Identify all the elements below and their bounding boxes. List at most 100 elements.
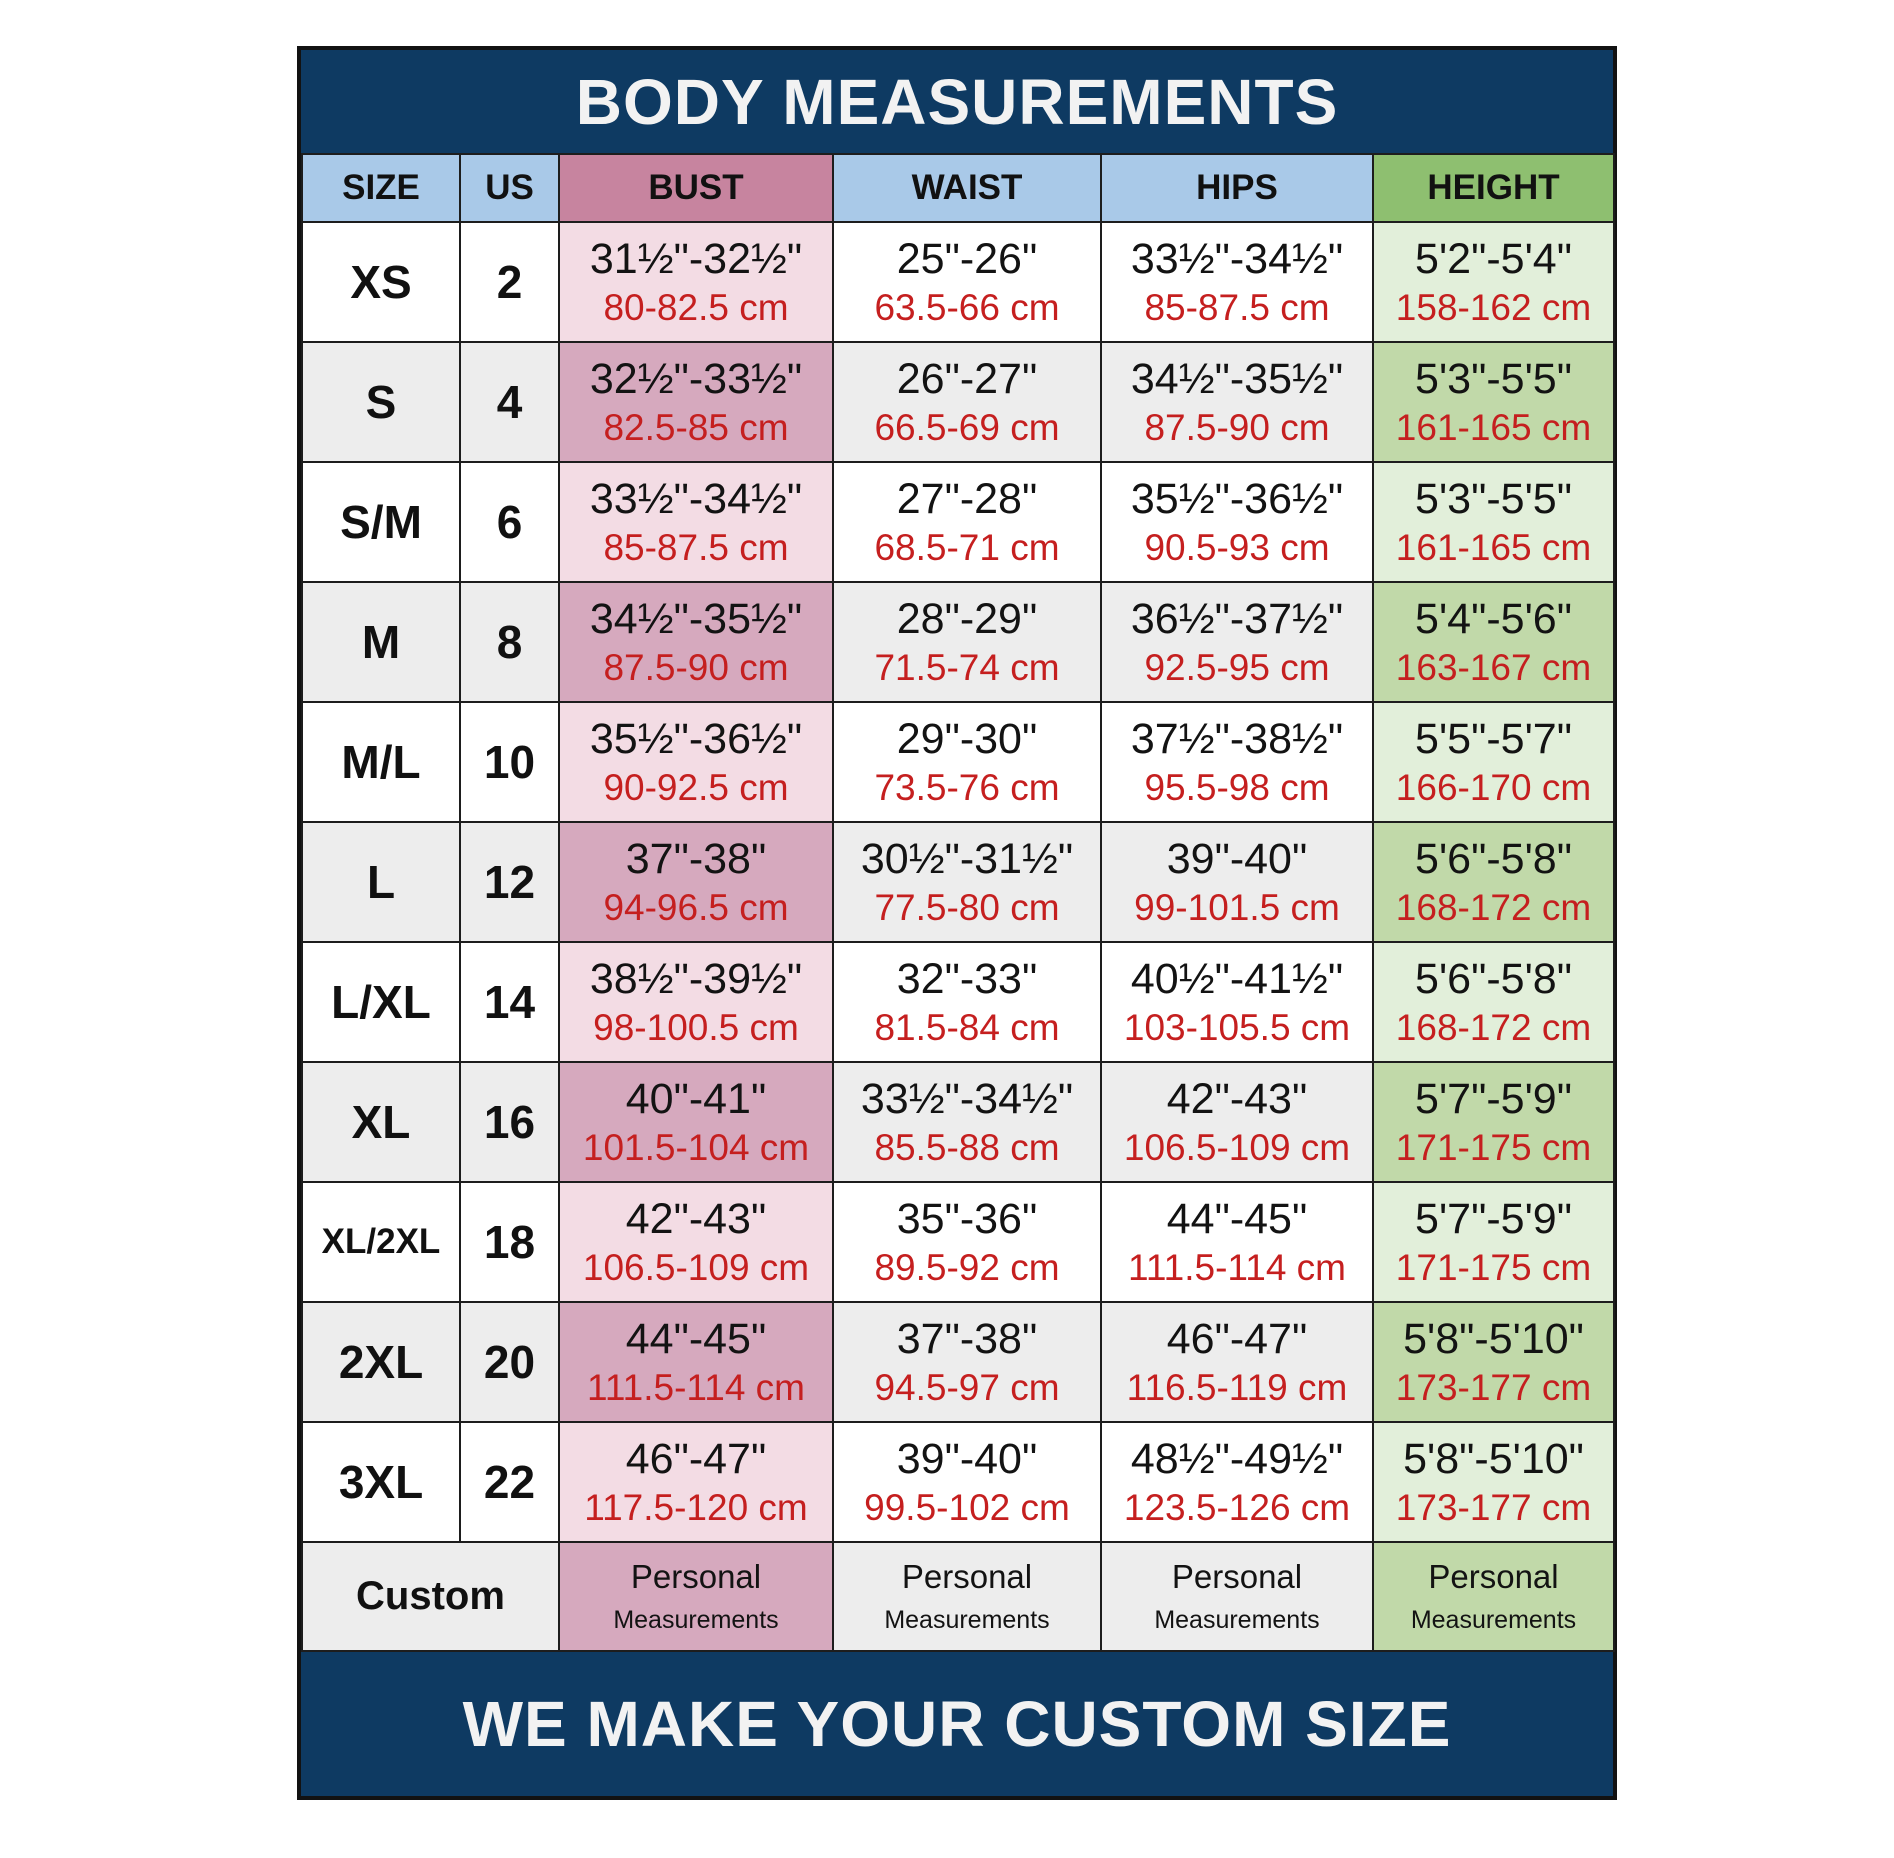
waist-cm: 94.5-97 cm bbox=[874, 1367, 1060, 1409]
bust-inches: 40"-41" bbox=[625, 1074, 767, 1123]
height-cell: 5'6"-5'8" 168-172 cm bbox=[1372, 941, 1615, 1063]
table-row: 2XL 20 44"-45" 111.5-114 cm 37"-38" 94.5… bbox=[301, 1301, 1615, 1423]
waist-inches: 28"-29" bbox=[896, 594, 1038, 643]
waist-inches: 33½"-34½" bbox=[860, 1074, 1074, 1123]
hips-inches: 46"-47" bbox=[1166, 1314, 1308, 1363]
hips-cm: 87.5-90 cm bbox=[1144, 407, 1330, 449]
us-size-cell: 2 bbox=[459, 221, 560, 343]
waist-cm: 99.5-102 cm bbox=[864, 1487, 1070, 1529]
waist-cell: 39"-40" 99.5-102 cm bbox=[832, 1421, 1102, 1543]
height-cell: 5'6"-5'8" 168-172 cm bbox=[1372, 821, 1615, 943]
waist-cm: 77.5-80 cm bbox=[874, 887, 1060, 929]
waist-cell: 26"-27" 66.5-69 cm bbox=[832, 341, 1102, 463]
bust-cm: 117.5-120 cm bbox=[584, 1487, 808, 1529]
hips-cell: 35½"-36½" 90.5-93 cm bbox=[1100, 461, 1374, 583]
waist-inches: 35"-36" bbox=[896, 1194, 1038, 1243]
height-inches: 5'6"-5'8" bbox=[1415, 954, 1572, 1003]
size-cell: 3XL bbox=[301, 1421, 461, 1543]
hips-cm: 123.5-126 cm bbox=[1123, 1487, 1351, 1529]
height-cm: 171-175 cm bbox=[1395, 1127, 1592, 1169]
bust-cell: 42"-43" 106.5-109 cm bbox=[558, 1181, 834, 1303]
waist-inches: 25"-26" bbox=[896, 234, 1038, 283]
height-cell: 5'2"-5'4" 158-162 cm bbox=[1372, 221, 1615, 343]
us-size-cell: 10 bbox=[459, 701, 560, 823]
table-row: 3XL 22 46"-47" 117.5-120 cm 39"-40" 99.5… bbox=[301, 1421, 1615, 1543]
height-cm: 173-177 cm bbox=[1395, 1487, 1592, 1529]
hips-cm: 106.5-109 cm bbox=[1123, 1127, 1351, 1169]
bust-inches: 33½"-34½" bbox=[589, 474, 803, 523]
height-cm: 158-162 cm bbox=[1395, 287, 1592, 329]
custom-size-cell: Custom bbox=[301, 1541, 560, 1652]
hips-cm: 116.5-119 cm bbox=[1126, 1367, 1348, 1409]
height-inches: 5'7"-5'9" bbox=[1415, 1194, 1572, 1243]
bust-cm: 90-92.5 cm bbox=[603, 767, 789, 809]
waist-cell: 28"-29" 71.5-74 cm bbox=[832, 581, 1102, 703]
waist-inches: 39"-40" bbox=[896, 1434, 1038, 1483]
hips-cm: 92.5-95 cm bbox=[1144, 647, 1330, 689]
hips-cell: 48½"-49½" 123.5-126 cm bbox=[1100, 1421, 1374, 1543]
bust-cell: 44"-45" 111.5-114 cm bbox=[558, 1301, 834, 1423]
bust-inches: 35½"-36½" bbox=[589, 714, 803, 763]
waist-cm: 66.5-69 cm bbox=[874, 407, 1060, 449]
bust-inches: 44"-45" bbox=[625, 1314, 767, 1363]
height-cell: 5'7"-5'9" 171-175 cm bbox=[1372, 1181, 1615, 1303]
hips-inches: 36½"-37½" bbox=[1130, 594, 1344, 643]
height-cm: 168-172 cm bbox=[1395, 887, 1592, 929]
size-label: XL bbox=[351, 1096, 411, 1148]
bust-inches: 42"-43" bbox=[625, 1194, 767, 1243]
height-cm: 161-165 cm bbox=[1395, 407, 1592, 449]
bust-cm: 111.5-114 cm bbox=[586, 1367, 805, 1409]
height-cm: 173-177 cm bbox=[1395, 1367, 1592, 1409]
height-cell: 5'8"-5'10" 173-177 cm bbox=[1372, 1421, 1615, 1543]
size-cell: 2XL bbox=[301, 1301, 461, 1423]
height-cell: 5'5"-5'7" 166-170 cm bbox=[1372, 701, 1615, 823]
size-label: 3XL bbox=[338, 1456, 424, 1508]
bust-inches: 38½"-39½" bbox=[589, 954, 803, 1003]
bust-cm: 80-82.5 cm bbox=[603, 287, 789, 329]
table-row: S 4 32½"-33½" 82.5-85 cm 26"-27" 66.5-69… bbox=[301, 341, 1615, 463]
waist-inches: 30½"-31½" bbox=[860, 834, 1074, 883]
waist-cell: 37"-38" 94.5-97 cm bbox=[832, 1301, 1102, 1423]
size-cell: XS bbox=[301, 221, 461, 343]
waist-cm: 63.5-66 cm bbox=[874, 287, 1060, 329]
hips-cm: 103-105.5 cm bbox=[1123, 1007, 1351, 1049]
bust-cell: 32½"-33½" 82.5-85 cm bbox=[558, 341, 834, 463]
hips-cell: 40½"-41½" 103-105.5 cm bbox=[1100, 941, 1374, 1063]
hips-inches: 42"-43" bbox=[1166, 1074, 1308, 1123]
height-cell: 5'8"-5'10" 173-177 cm bbox=[1372, 1301, 1615, 1423]
table-row: M/L 10 35½"-36½" 90-92.5 cm 29"-30" 73.5… bbox=[301, 701, 1615, 823]
hips-cell: 36½"-37½" 92.5-95 cm bbox=[1100, 581, 1374, 703]
hips-cell: 39"-40" 99-101.5 cm bbox=[1100, 821, 1374, 943]
hips-cm: 111.5-114 cm bbox=[1127, 1247, 1346, 1289]
bust-inches: 37"-38" bbox=[625, 834, 767, 883]
waist-cm: 71.5-74 cm bbox=[874, 647, 1060, 689]
size-label: M/L bbox=[341, 736, 421, 788]
us-size-label: 12 bbox=[483, 856, 536, 908]
waist-inches: 27"-28" bbox=[896, 474, 1038, 523]
table-row: M 8 34½"-35½" 87.5-90 cm 28"-29" 71.5-74… bbox=[301, 581, 1615, 703]
height-cm: 161-165 cm bbox=[1395, 527, 1592, 569]
custom-hips-line2: Measurements bbox=[1154, 1606, 1320, 1634]
waist-cell: 27"-28" 68.5-71 cm bbox=[832, 461, 1102, 583]
custom-bust-line1: Personal bbox=[630, 1558, 762, 1595]
column-header-hips: HIPS bbox=[1100, 153, 1374, 223]
size-cell: L/XL bbox=[301, 941, 461, 1063]
bust-cm: 106.5-109 cm bbox=[582, 1247, 810, 1289]
us-size-cell: 16 bbox=[459, 1061, 560, 1183]
height-cell: 5'3"-5'5" 161-165 cm bbox=[1372, 341, 1615, 463]
bust-cm: 82.5-85 cm bbox=[603, 407, 789, 449]
custom-height-line1: Personal bbox=[1428, 1558, 1559, 1595]
hips-inches: 34½"-35½" bbox=[1130, 354, 1344, 403]
waist-cm: 89.5-92 cm bbox=[874, 1247, 1060, 1289]
height-inches: 5'3"-5'5" bbox=[1415, 474, 1572, 523]
hips-cm: 90.5-93 cm bbox=[1144, 527, 1330, 569]
custom-label: Custom bbox=[356, 1574, 505, 1618]
hips-inches: 48½"-49½" bbox=[1130, 1434, 1344, 1483]
bust-inches: 31½"-32½" bbox=[589, 234, 803, 283]
height-inches: 5'6"-5'8" bbox=[1415, 834, 1572, 883]
waist-cell: 30½"-31½" 77.5-80 cm bbox=[832, 821, 1102, 943]
size-cell: XL/2XL bbox=[301, 1181, 461, 1303]
table-row: S/M 6 33½"-34½" 85-87.5 cm 27"-28" 68.5-… bbox=[301, 461, 1615, 583]
hips-cell: 37½"-38½" 95.5-98 cm bbox=[1100, 701, 1374, 823]
